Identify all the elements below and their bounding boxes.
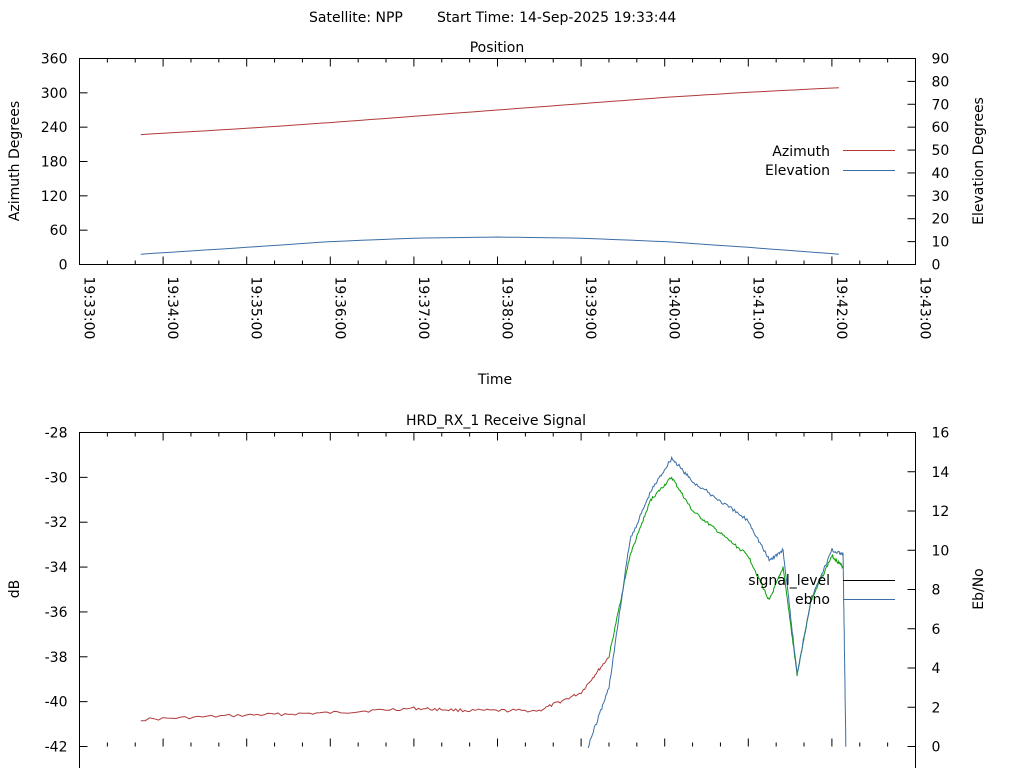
position-y-axis-tick-label: 60 <box>50 223 68 239</box>
position-y2-axis-label: Elevation Degrees <box>971 97 987 225</box>
receive-signal-y-axis-tick-label: -28 <box>45 426 68 442</box>
position-y2-axis-tick-label: 10 <box>932 235 950 251</box>
position-y2-axis-tick-label: 20 <box>932 212 950 228</box>
position-x-axis-tick-label: 19:41:00 <box>749 277 765 340</box>
position-x-axis-tick-label: 19:42:00 <box>833 277 849 340</box>
position-x-axis-tick-label: 19:34:00 <box>164 277 180 340</box>
position-y-axis-tick-label: 180 <box>41 155 68 171</box>
receive-signal-y-axis-tick-label: -38 <box>45 650 68 666</box>
legend-label-azimuth: Azimuth <box>772 144 830 160</box>
receive-signal-y2-axis-label: Eb/No <box>971 568 987 610</box>
position-x-axis-tick-label: 19:43:00 <box>917 277 933 340</box>
start-time-label: Start Time: 14-Sep-2025 19:33:44 <box>437 10 676 26</box>
position-y2-axis-tick-label: 50 <box>932 143 950 159</box>
receive-signal-y-axis: -42 -40 -38 -36 -34 -32 -30 -28 <box>45 426 88 756</box>
position-y-axis-tick-label: 300 <box>41 86 68 102</box>
receive-signal-y2-axis-tick-label: 6 <box>932 622 941 638</box>
receive-signal-plot-frame <box>79 432 916 768</box>
receive-signal-x-axis <box>79 432 916 747</box>
signal-level-series-line-low <box>140 657 610 722</box>
receive-signal-y2-axis-tick-label: 16 <box>932 426 950 442</box>
receive-signal-y-axis-tick-label: -42 <box>45 740 68 756</box>
legend-label-elevation: Elevation <box>765 163 830 179</box>
position-y-axis-tick-label: 360 <box>41 52 68 68</box>
position-y-axis-tick-label: 240 <box>41 120 68 136</box>
position-x-axis-tick-label: 19:35:00 <box>248 277 264 340</box>
position-x-axis-tick-label: 19:36:00 <box>331 277 347 340</box>
receive-signal-legend: signal_level ebno <box>748 573 895 608</box>
position-plot-frame <box>79 58 916 265</box>
position-y-axis-tick-label: 0 <box>59 258 68 274</box>
receive-signal-y2-axis-tick-label: 14 <box>932 465 950 481</box>
receive-signal-y2-axis-tick-label: 8 <box>932 583 941 599</box>
position-x-axis-tick-label: 19:38:00 <box>499 277 515 340</box>
position-y2-axis-tick-label: 90 <box>932 52 950 68</box>
position-y2-axis-tick-label: 80 <box>932 74 950 90</box>
position-x-axis-tick-label: 19:33:00 <box>81 277 97 340</box>
elevation-series-line <box>140 236 839 255</box>
position-x-axis-label: Time <box>477 372 512 388</box>
receive-signal-y-axis-label: dB <box>7 580 23 599</box>
position-x-axis-tick-label: 19:37:00 <box>415 277 431 340</box>
position-y-axis-tick-label: 120 <box>41 189 68 205</box>
legend-label-signal-level: signal_level <box>748 573 830 589</box>
receive-signal-chart: HRD_RX_1 Receive Signal -42-40-38-36-34-… <box>7 413 987 768</box>
receive-signal-y-axis-tick-label: -32 <box>45 515 68 531</box>
receive-signal-y-axis-tick-label: -34 <box>45 560 68 576</box>
position-x-axis: 19:33:00 19:34:00 19:35:00 19:36:00 19:37:00… <box>79 58 933 340</box>
position-x-axis-tick-label: 19:39:00 <box>582 277 598 340</box>
position-y2-axis-tick-label: 60 <box>932 120 950 136</box>
azimuth-series-line <box>140 87 839 136</box>
receive-signal-y2-axis-tick-label: 2 <box>932 700 941 716</box>
receive-signal-y-axis-tick-label: -40 <box>45 695 68 711</box>
receive-signal-y-axis-tick-label: -30 <box>45 470 68 486</box>
receive-signal-y2-axis: 0 2 4 6 8 10 12 14 16 <box>907 426 950 756</box>
receive-signal-y2-axis-tick-label: 4 <box>932 661 941 677</box>
satellite-label: Satellite: NPP <box>309 10 403 26</box>
receive-signal-title: HRD_RX_1 Receive Signal <box>406 413 586 429</box>
position-legend: Azimuth Elevation <box>765 144 895 179</box>
position-y-axis-label: Azimuth Degrees <box>7 101 23 221</box>
position-chart: Position 0 60 120 180 240 300 360 0 10 20 30 40 50 6… <box>7 40 987 388</box>
position-y2-axis-tick-label: 0 <box>932 258 941 274</box>
position-y2-axis-tick-label: 70 <box>932 97 950 113</box>
position-title: Position <box>470 40 525 56</box>
legend-label-ebno: ebno <box>795 592 830 608</box>
receive-signal-y2-axis-tick-label: 10 <box>932 543 950 559</box>
position-y2-axis-tick-label: 30 <box>932 189 950 205</box>
position-x-axis-tick-label: 19:40:00 <box>666 277 682 340</box>
position-y2-axis-tick-label: 40 <box>932 166 950 182</box>
ebno-series-line <box>587 455 847 749</box>
position-y-axis: 0 60 120 180 240 300 360 <box>41 52 88 274</box>
receive-signal-y-axis-tick-label: -36 <box>45 605 68 621</box>
position-y2-axis: 0 10 20 30 40 50 60 70 80 90 <box>907 52 950 274</box>
receive-signal-y2-axis-tick-label: 12 <box>932 504 950 520</box>
receive-signal-y2-axis-tick-label: 0 <box>932 740 941 756</box>
